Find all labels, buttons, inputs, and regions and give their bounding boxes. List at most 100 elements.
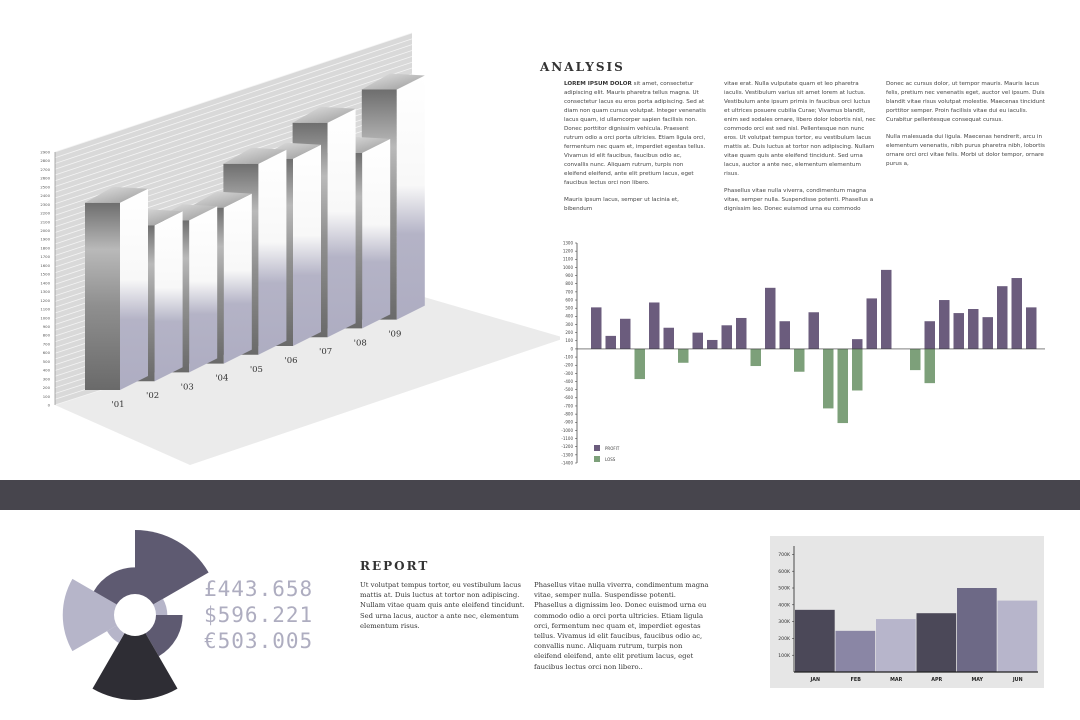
loss-bar — [837, 348, 848, 424]
x-category-label: '09 — [388, 330, 401, 340]
y-tick-label: 600 — [43, 350, 51, 355]
y-tick-label: -1100 — [561, 436, 573, 441]
profit-bar — [924, 321, 935, 349]
x-category-label: FEB — [851, 677, 862, 683]
profit-bar — [765, 287, 776, 349]
y-tick-label: 1400 — [40, 280, 50, 285]
loss-bar — [634, 348, 645, 380]
y-tick-label: 600K — [778, 569, 791, 575]
y-tick-label: 500K — [778, 586, 791, 592]
y-tick-label: 200 — [565, 330, 573, 335]
profit-bar — [721, 325, 732, 349]
y-tick-label: 2300 — [40, 202, 50, 207]
x-category-label: '07 — [319, 347, 332, 357]
analysis-col3-p1: Donec ac cursus dolor, ut tempor mauris.… — [886, 81, 1046, 123]
y-tick-label: -1300 — [561, 452, 573, 457]
y-tick-label: 0 — [48, 403, 51, 408]
profit-bar — [1026, 307, 1037, 349]
y-tick-label: 2100 — [40, 219, 50, 224]
pie-slice — [62, 578, 135, 652]
y-tick-label: 1000 — [563, 265, 574, 270]
bar-right-face — [223, 193, 252, 364]
y-tick-label: 300 — [565, 322, 573, 327]
analysis-col3-p2: Nulla malesuada dui ligula. Maecenas hen… — [886, 134, 1045, 167]
profit-bar — [982, 317, 993, 349]
bar-right-face — [258, 149, 287, 355]
y-tick-label: -200 — [564, 363, 574, 368]
bar-right-face — [293, 144, 321, 346]
section-divider-band — [0, 480, 1080, 510]
profit-bars — [591, 269, 1037, 349]
x-category-label: '05 — [250, 365, 263, 375]
bar-right-face — [327, 108, 356, 338]
loss-bar — [924, 348, 935, 384]
money-value-usd: $596.221 — [204, 603, 314, 627]
profit-bar — [997, 286, 1008, 349]
y-tick-label: -400 — [564, 379, 574, 384]
profit-bar — [605, 335, 616, 349]
y-tick-label: 1000 — [40, 315, 50, 320]
bar-right-face — [154, 211, 183, 382]
y-tick-label: 200 — [43, 385, 51, 390]
loss-bar — [794, 348, 805, 372]
profit-bar — [620, 318, 631, 349]
bar-right-face — [396, 75, 425, 320]
y-tick-label: 2000 — [40, 228, 50, 233]
y-tick-label: 1100 — [40, 307, 50, 312]
profit-loss-chart: 1300120011001000900800700600500400300200… — [561, 240, 1045, 465]
x-category-label: APR — [931, 677, 942, 683]
monthly-bar — [916, 613, 957, 672]
profit-bar — [663, 327, 674, 349]
bar-right-face — [189, 206, 218, 373]
loss-bar — [823, 348, 834, 409]
report-column-1: Ut volutpat tempus tortor, eu vestibulum… — [360, 580, 525, 631]
x-category-label: '01 — [111, 400, 124, 410]
y-tick-label: 2900 — [40, 150, 50, 155]
y-tick-label: 700 — [43, 341, 51, 346]
analysis-col2-p2: Phasellus vitae nulla viverra, condiment… — [724, 188, 874, 212]
pie-center-hole — [114, 594, 156, 636]
analysis-col1-p1: sit amet, consectetur adipiscing elit. M… — [564, 81, 706, 186]
legend-label-profit: PROFIT — [605, 446, 620, 451]
monthly-bar-chart: 100K 200K 300K 400K 500K 600K 700K JAN FEB MAR APR… — [770, 536, 1044, 688]
y-tick-label: -800 — [564, 412, 574, 417]
y-tick-label: -300 — [564, 371, 574, 376]
loss-bar — [910, 348, 921, 371]
x-category-label: '08 — [354, 338, 367, 348]
y-tick-label: -900 — [564, 420, 574, 425]
y-tick-label: 1800 — [40, 245, 50, 250]
y-tick-label: 900 — [43, 324, 51, 329]
x-category-label: '04 — [215, 374, 228, 384]
y-tick-label: 2600 — [40, 176, 50, 181]
y-tick-label: 500 — [565, 306, 573, 311]
profit-bar — [881, 269, 892, 349]
report-column-2: Phasellus vitae nulla viverra, condiment… — [534, 580, 709, 672]
monthly-bar — [876, 619, 916, 672]
money-values: £443.658 $596.221 €503.005 — [204, 576, 313, 654]
profit-bar — [953, 313, 964, 349]
report-title: REPORT — [360, 559, 430, 573]
analysis-title: ANALYSIS — [540, 60, 625, 74]
y-tick-label: 100K — [778, 653, 791, 659]
legend-swatch-loss — [594, 456, 600, 462]
analysis-col1-p2: Mauris ipsum lacus, semper ut lacinia et… — [564, 197, 679, 212]
y-tick-label: 300K — [778, 619, 791, 625]
analysis-column-1: LOREM IPSUM DOLOR sit amet, consectetur … — [564, 80, 707, 222]
loss-bars — [634, 348, 935, 424]
profit-bar — [852, 339, 863, 349]
y-tick-label: 2700 — [40, 167, 50, 172]
report-col2-text: Phasellus vitae nulla viverra, condiment… — [534, 581, 709, 671]
y-tick-label: 700 — [565, 289, 573, 294]
y-tick-label: 300 — [43, 376, 51, 381]
y-tick-label: 800 — [565, 281, 573, 286]
y-tick-label: 800 — [43, 333, 51, 338]
x-category-label: '02 — [146, 391, 159, 401]
bar-top-face — [188, 191, 252, 208]
monthly-bar — [835, 630, 876, 672]
loss-bar — [852, 348, 863, 391]
y-tick-label: 500 — [43, 359, 51, 364]
profit-bar — [707, 339, 718, 349]
profit-bar — [591, 307, 602, 349]
y-tick-label: -1200 — [561, 444, 573, 449]
analysis-lead: LOREM IPSUM DOLOR — [564, 81, 632, 87]
